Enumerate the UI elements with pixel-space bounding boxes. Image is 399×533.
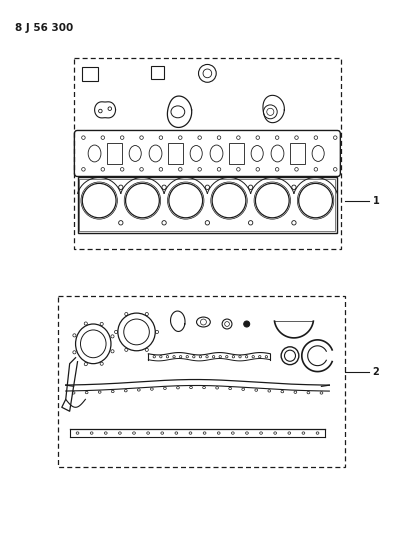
Bar xyxy=(73,58,341,249)
Ellipse shape xyxy=(244,321,250,327)
Bar xyxy=(79,179,335,231)
Text: 2: 2 xyxy=(373,367,379,377)
Bar xyxy=(77,177,337,233)
Text: 1: 1 xyxy=(373,196,379,206)
Text: 8 J 56 300: 8 J 56 300 xyxy=(15,22,73,33)
Bar xyxy=(58,296,345,467)
